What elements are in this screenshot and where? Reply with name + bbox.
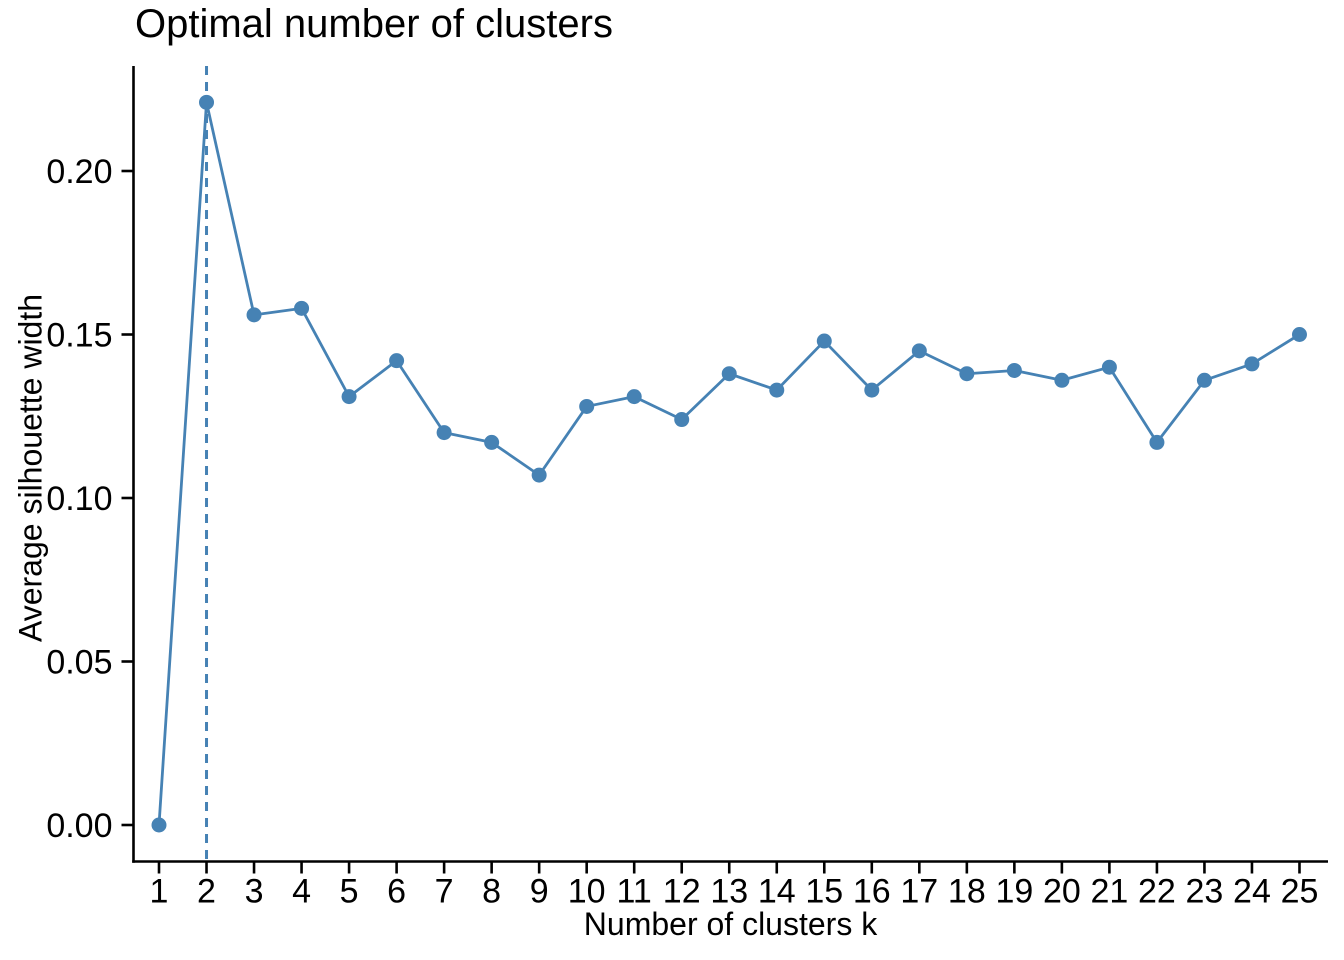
x-tick-label: 21 (1090, 873, 1128, 911)
data-point-k-19 (1006, 362, 1022, 378)
data-point-k-4 (294, 300, 310, 316)
data-point-k-17 (911, 343, 927, 359)
x-tick-label: 10 (568, 873, 606, 911)
x-tick-label: 1 (150, 873, 169, 911)
x-tick-label: 16 (853, 873, 891, 911)
x-tick-label: 4 (292, 873, 311, 911)
x-tick-label: 17 (900, 873, 938, 911)
data-point-k-9 (531, 467, 547, 483)
x-tick-label: 3 (245, 873, 264, 911)
x-tick-label: 15 (805, 873, 843, 911)
y-tick-label: 0.15 (46, 317, 112, 355)
x-tick-label: 23 (1186, 873, 1224, 911)
data-point-k-15 (816, 333, 832, 349)
data-point-k-6 (389, 353, 405, 369)
x-tick-label: 9 (530, 873, 549, 911)
data-point-k-5 (341, 389, 357, 405)
data-point-k-12 (674, 412, 690, 428)
x-tick-label: 14 (758, 873, 796, 911)
y-tick-label: 0.20 (46, 153, 112, 191)
data-point-k-1 (151, 817, 167, 833)
x-tick-label: 7 (435, 873, 454, 911)
data-point-k-18 (959, 366, 975, 382)
data-point-k-22 (1149, 434, 1165, 450)
x-tick-label: 25 (1281, 873, 1319, 911)
x-tick-label: 6 (387, 873, 406, 911)
data-point-k-7 (436, 425, 452, 441)
data-point-k-23 (1196, 372, 1212, 388)
data-point-k-25 (1291, 327, 1307, 342)
data-point-k-24 (1244, 356, 1260, 372)
data-point-k-14 (769, 382, 785, 398)
data-point-k-16 (864, 382, 880, 398)
data-point-k-8 (484, 434, 500, 450)
x-tick-label: 18 (948, 873, 986, 911)
y-tick-label: 0.00 (46, 807, 112, 845)
x-tick-label: 5 (340, 873, 359, 911)
y-tick-label: 0.10 (46, 480, 112, 518)
x-axis-title: Number of clusters k (583, 906, 878, 942)
data-point-k-21 (1101, 359, 1117, 375)
x-tick-label: 2 (197, 873, 216, 911)
chart-title: Optimal number of clusters (135, 2, 613, 46)
x-tick-label: 8 (482, 873, 501, 911)
data-point-k-10 (579, 398, 595, 414)
x-tick-label: 11 (617, 873, 652, 911)
x-tick-label: 19 (995, 873, 1033, 911)
x-tick-label: 20 (1043, 873, 1081, 911)
x-tick-label: 24 (1233, 873, 1271, 911)
data-point-k-3 (246, 307, 262, 323)
data-point-k-20 (1054, 372, 1070, 388)
data-point-k-2 (199, 94, 215, 110)
y-tick-label: 0.05 (46, 644, 112, 682)
silhouette-line (157, 100, 1301, 827)
data-point-k-13 (721, 366, 737, 382)
x-tick-label: 12 (663, 873, 701, 911)
x-tick-label: 22 (1138, 873, 1176, 911)
data-point-k-11 (626, 389, 642, 405)
x-tick-label: 13 (710, 873, 748, 911)
